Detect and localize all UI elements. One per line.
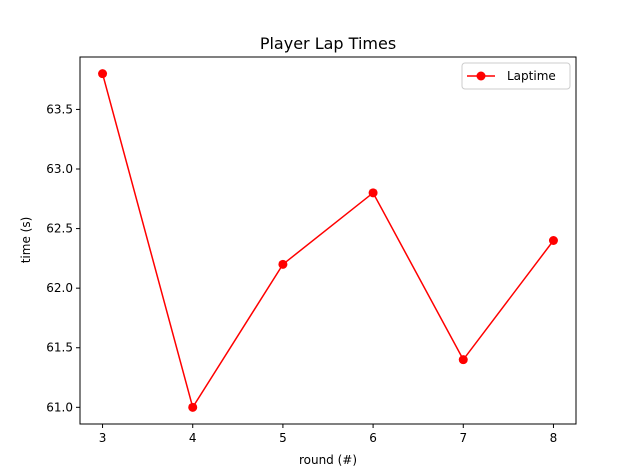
x-axis: 3 4 5 6 7 8: [99, 424, 558, 445]
data-point: [458, 355, 468, 365]
data-point: [368, 188, 378, 198]
y-tick-label: 62.5: [46, 222, 73, 236]
data-point: [278, 259, 288, 269]
x-tick-label: 4: [189, 431, 197, 445]
x-tick-label: 7: [459, 431, 467, 445]
y-tick-label: 63.5: [46, 102, 73, 116]
data-point: [548, 236, 558, 245]
legend: Laptime: [461, 62, 571, 90]
y-tick-label: 63.0: [46, 162, 73, 176]
plot-area: [79, 56, 577, 425]
x-tick-label: 8: [550, 431, 558, 445]
legend-marker-swatch: [476, 71, 486, 81]
chart-title: Player Lap Times: [260, 34, 396, 53]
legend-label: Laptime: [507, 69, 556, 83]
x-tick-label: 3: [99, 431, 107, 445]
series-line: [101, 73, 555, 410]
data-point: [98, 69, 108, 79]
y-axis: 61.0 61.5 62.0 62.5 63.0 63.5: [46, 102, 80, 414]
y-tick-label: 61.0: [46, 400, 73, 414]
y-tick-label: 61.5: [46, 341, 73, 355]
data-point: [188, 402, 198, 412]
y-axis-label: time (s): [19, 217, 33, 264]
series-layer: [98, 69, 558, 412]
y-tick-label: 62.0: [46, 281, 73, 295]
x-tick-label: 6: [369, 431, 377, 445]
legend-box: [461, 62, 571, 90]
x-tick-label: 5: [279, 431, 287, 445]
x-axis-label: round (#): [299, 453, 357, 467]
